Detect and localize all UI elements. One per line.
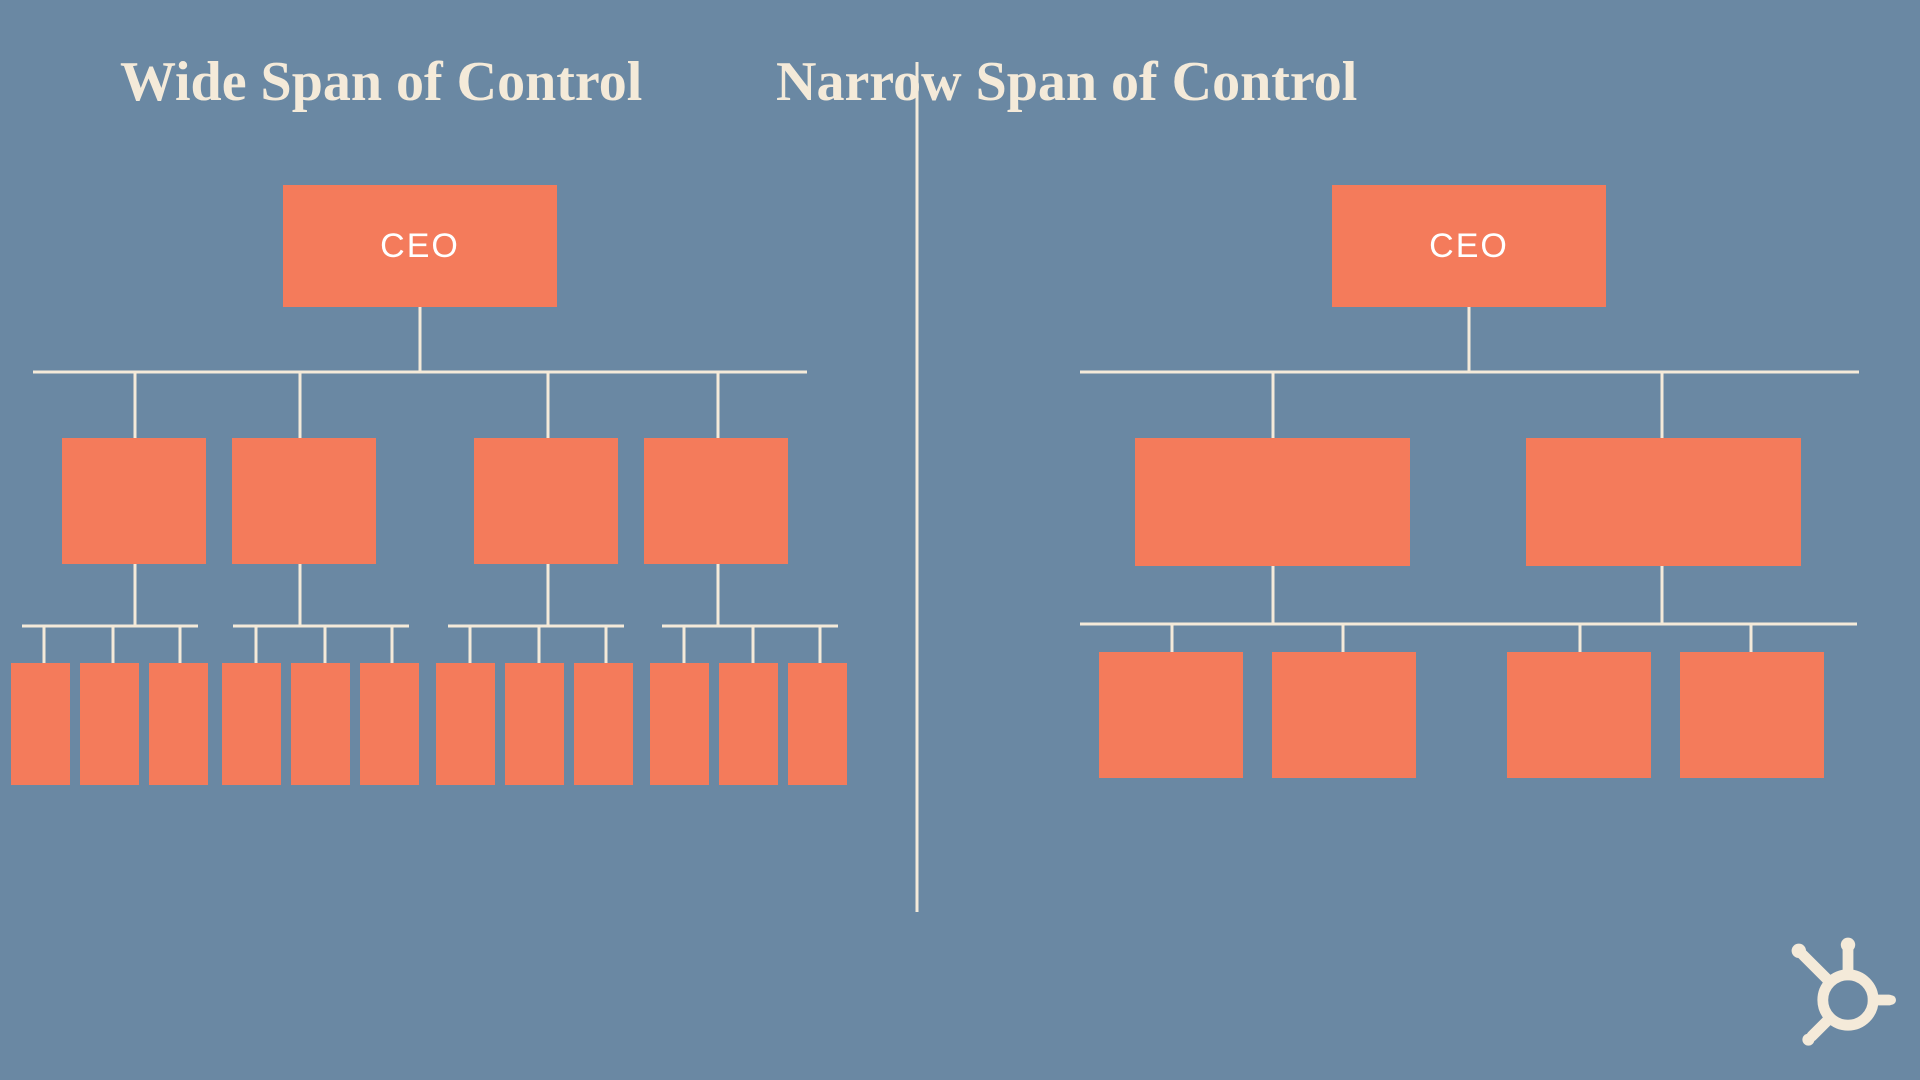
right-ceo-box: CEO <box>1332 185 1606 307</box>
left-l3-box-10 <box>719 663 778 785</box>
title-wide: Wide Span of Control <box>120 50 642 114</box>
left-l3-box-7 <box>505 663 564 785</box>
left-l3-box-1 <box>80 663 139 785</box>
right-l3-box-2 <box>1507 652 1651 778</box>
left-l3-box-4 <box>291 663 350 785</box>
left-l2-box-3 <box>644 438 788 564</box>
left-l3-box-11 <box>788 663 847 785</box>
left-l3-box-9 <box>650 663 709 785</box>
right-l3-box-0 <box>1099 652 1243 778</box>
left-l3-box-3 <box>222 663 281 785</box>
right-l2-box-0 <box>1135 438 1410 566</box>
left-l3-box-6 <box>436 663 495 785</box>
hubspot-logo <box>1776 928 1896 1048</box>
right-l2-box-1 <box>1526 438 1801 566</box>
left-l3-box-8 <box>574 663 633 785</box>
left-l3-box-0 <box>11 663 70 785</box>
left-ceo-box: CEO <box>283 185 557 307</box>
left-l3-box-5 <box>360 663 419 785</box>
left-l3-box-2 <box>149 663 208 785</box>
left-l2-box-2 <box>474 438 618 564</box>
title-narrow: Narrow Span of Control <box>776 50 1357 114</box>
left-l2-box-1 <box>232 438 376 564</box>
left-l2-box-0 <box>62 438 206 564</box>
right-l3-box-1 <box>1272 652 1416 778</box>
right-l3-box-3 <box>1680 652 1824 778</box>
